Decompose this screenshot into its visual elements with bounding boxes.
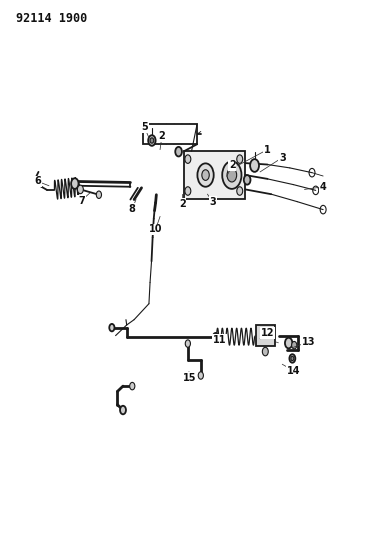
Circle shape [96,191,102,198]
Circle shape [198,164,214,187]
Circle shape [292,342,297,349]
Circle shape [237,155,243,164]
Circle shape [222,161,241,189]
Text: 10: 10 [149,224,162,235]
Bar [143,124,197,144]
Circle shape [120,406,126,414]
Circle shape [262,348,268,356]
Circle shape [244,175,250,184]
Text: 13: 13 [302,337,315,347]
Text: 92114 1900: 92114 1900 [16,12,87,26]
Circle shape [237,187,243,195]
Bar [256,325,275,346]
Text: 6: 6 [34,176,41,187]
Text: 14: 14 [287,366,300,376]
Bar [184,151,245,199]
Text: 2: 2 [179,199,186,209]
Circle shape [198,372,203,379]
Text: 4: 4 [320,182,327,192]
Circle shape [130,382,135,390]
Circle shape [71,178,78,189]
Text: 12: 12 [261,328,274,338]
Text: 3: 3 [209,197,216,207]
Text: 2: 2 [158,131,165,141]
Circle shape [202,169,209,180]
Text: 15: 15 [183,373,196,383]
Text: 11: 11 [213,335,226,345]
Circle shape [213,333,218,341]
Circle shape [289,354,295,363]
Circle shape [185,155,191,164]
Text: 2: 2 [229,160,236,171]
Circle shape [250,159,259,172]
Text: 8: 8 [129,204,136,214]
Circle shape [227,168,237,182]
Text: 3: 3 [279,152,286,163]
Circle shape [185,340,190,348]
Text: 1: 1 [264,144,271,155]
Circle shape [175,147,182,157]
Circle shape [185,187,191,195]
Circle shape [150,138,154,143]
Circle shape [148,135,155,146]
Text: 7: 7 [78,196,85,206]
Circle shape [285,338,292,349]
Circle shape [77,185,83,193]
Text: 5: 5 [141,122,148,132]
Circle shape [109,324,115,332]
Circle shape [291,357,294,361]
